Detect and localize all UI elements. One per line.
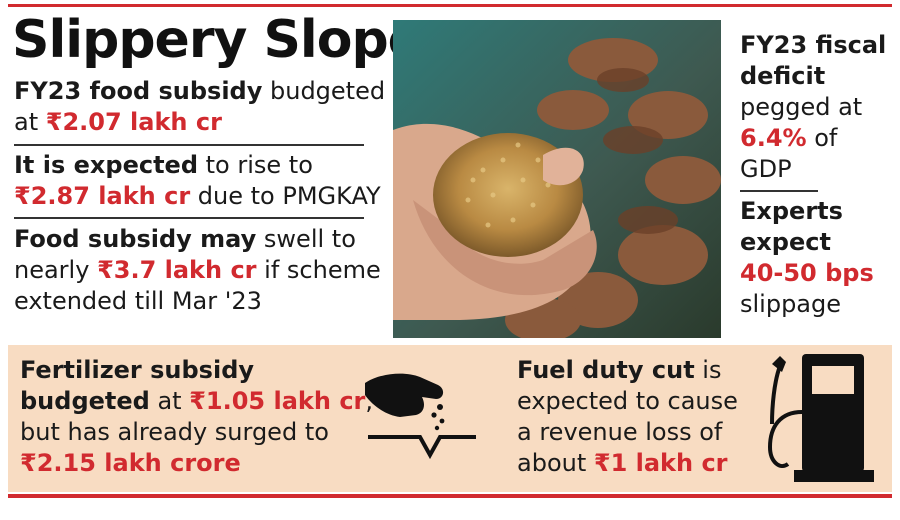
text-bold: Experts <box>740 197 843 225</box>
fuel-duty-cut: Fuel duty cut is expected to cause a rev… <box>517 355 738 479</box>
text: to rise to <box>198 151 313 179</box>
text: extended till Mar '23 <box>14 287 262 315</box>
text: but has already surged to <box>20 418 329 446</box>
photo-illustration <box>393 20 721 338</box>
value: ₹1.05 lakh cr <box>189 387 366 415</box>
text: pegged at <box>740 93 863 121</box>
text: if scheme <box>256 256 381 284</box>
text-bold: budgeted <box>20 387 150 415</box>
divider <box>740 190 818 192</box>
experts-expect: Experts expect 40-50 bps slippage <box>740 196 874 320</box>
bottom-rule <box>8 494 892 498</box>
text-bold: FY23 food subsidy <box>14 77 263 105</box>
text: budgeted <box>262 77 386 105</box>
text: a revenue loss of <box>517 418 723 446</box>
text: expected to cause <box>517 387 738 415</box>
wheat-hands-photo <box>393 20 721 338</box>
text: , <box>365 387 374 415</box>
value: ₹1 lakh cr <box>593 449 728 477</box>
text-bold: deficit <box>740 62 826 90</box>
text-bold: It is expected <box>14 151 198 179</box>
text: swell to <box>256 225 356 253</box>
text: slippage <box>740 290 842 318</box>
text: due to PMGKAY <box>190 182 381 210</box>
value: ₹2.07 lakh cr <box>45 108 222 136</box>
page-title: Slippery Slope <box>12 10 423 70</box>
text: about <box>517 449 594 477</box>
text-bold: Fuel duty cut <box>517 356 695 384</box>
divider <box>14 144 364 146</box>
top-rule <box>8 4 892 7</box>
value: ₹2.15 lakh crore <box>20 449 241 477</box>
value: 6.4% <box>740 124 807 152</box>
text: of <box>806 124 838 152</box>
text: is <box>694 356 722 384</box>
value: 40-50 bps <box>740 259 874 287</box>
divider <box>14 217 364 219</box>
fertilizer-subsidy: Fertilizer subsidy budgeted at ₹1.05 lak… <box>20 355 373 479</box>
food-subsidy-budget: FY23 food subsidy budgeted at ₹2.07 lakh… <box>14 76 385 138</box>
fuel-pump-icon <box>760 352 880 491</box>
subsidy-swell: Food subsidy may swell to nearly ₹3.7 la… <box>14 224 381 317</box>
text: at <box>14 108 46 136</box>
text: nearly <box>14 256 98 284</box>
text-bold: Fertilizer subsidy <box>20 356 255 384</box>
value: ₹2.87 lakh cr <box>14 182 191 210</box>
text: at <box>149 387 190 415</box>
text-bold: Food subsidy may <box>14 225 257 253</box>
text: GDP <box>740 155 792 183</box>
fiscal-deficit: FY23 fiscal deficit pegged at 6.4% of GD… <box>740 30 886 185</box>
text-bold: FY23 fiscal <box>740 31 887 59</box>
fertilizer-hand-icon <box>360 365 480 469</box>
bottom-panel <box>8 345 892 492</box>
expected-rise: It is expected to rise to ₹2.87 lakh cr … <box>14 150 381 212</box>
value: ₹3.7 lakh cr <box>97 256 257 284</box>
text-bold: expect <box>740 228 831 256</box>
